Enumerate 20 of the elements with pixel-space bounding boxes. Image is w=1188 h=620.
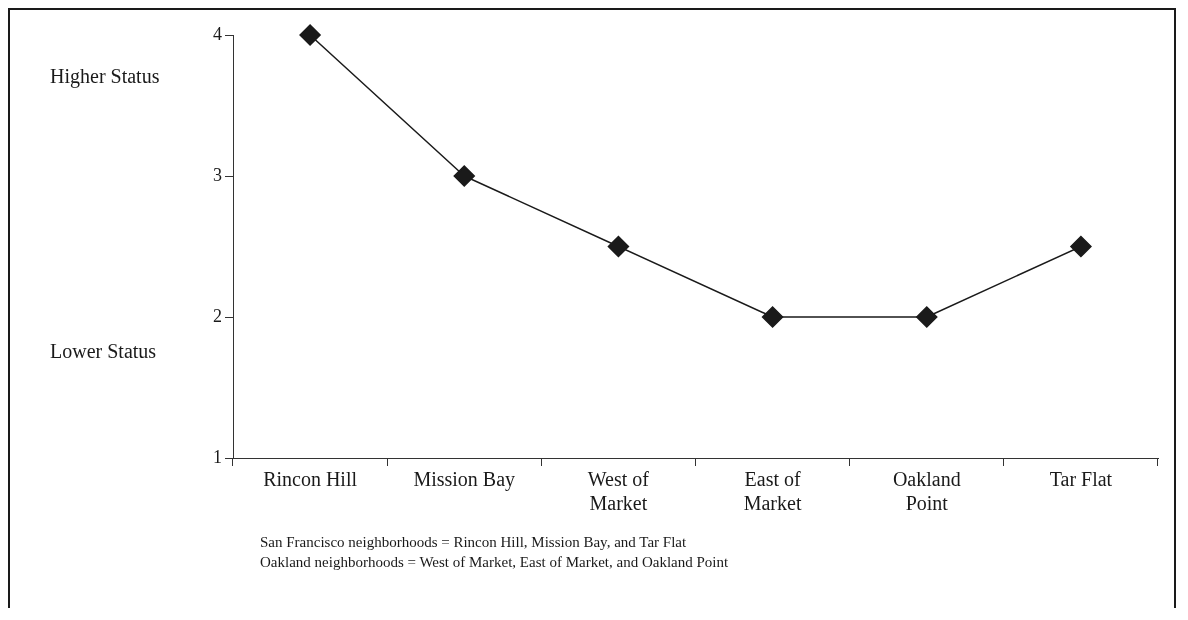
- x-tick-label: Tar Flat: [1049, 468, 1113, 491]
- x-tick-label: Oakland Point: [892, 468, 961, 515]
- point: [1070, 235, 1092, 258]
- x-tick-label: Mission Bay: [413, 468, 516, 492]
- y-tick-label: 1: [213, 446, 222, 467]
- text: Lower Status: [50, 339, 157, 362]
- x-tick-label: East of Market: [743, 468, 802, 515]
- point: [453, 165, 475, 187]
- y-tick-label: 3: [213, 164, 222, 185]
- x-tick-label: Rincon Hill: [263, 468, 358, 491]
- text: San Francisco neighborhoods = Rincon Hill, Mission Bay, and Tar Flat: [260, 533, 688, 552]
- point: [761, 306, 784, 328]
- y-tick-label: 4: [213, 23, 222, 44]
- text: Higher Status: [50, 64, 160, 88]
- point: [916, 306, 938, 328]
- point: [299, 24, 321, 46]
- text: Oakland neighborhoods = West of Market, East of Market, and Oakland Point: [260, 553, 730, 572]
- y-tick-label: 2: [213, 305, 222, 326]
- point: [607, 235, 630, 258]
- x-tick-label: West of Market: [587, 468, 650, 515]
